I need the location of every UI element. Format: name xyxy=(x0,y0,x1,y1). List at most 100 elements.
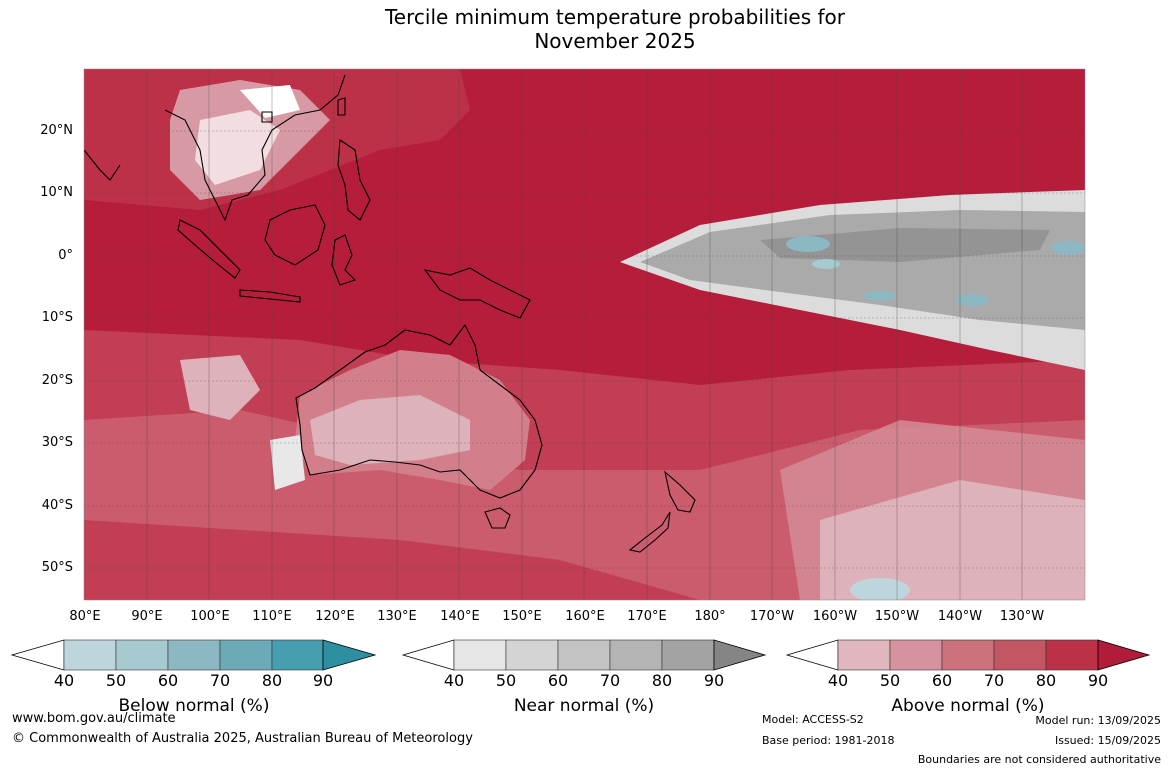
colorbar-tick: 60 xyxy=(931,671,953,690)
lon-label: 90°E xyxy=(131,609,163,624)
below-normal-spot-6 xyxy=(850,578,910,600)
lon-label: 140°W xyxy=(937,609,983,624)
new-zealand-north-coastline xyxy=(664,470,696,513)
lon-label: 160°W xyxy=(812,609,858,624)
australia-interior-light xyxy=(310,395,470,465)
colorbar-tick: 90 xyxy=(312,671,334,690)
lat-label: 0° xyxy=(58,248,73,263)
colorbar-label-above-normal: Above normal (%) xyxy=(891,696,1045,716)
colorbar-tick: 80 xyxy=(651,671,673,690)
borneo-coastline xyxy=(264,204,326,266)
map-frame xyxy=(83,68,1086,601)
colorbar-below-segment xyxy=(219,639,273,671)
colorbar-tick: 50 xyxy=(879,671,901,690)
map-title: Tercile minimum temperature probabilitie… xyxy=(0,5,1173,53)
colorbar-tick: 70 xyxy=(599,671,621,690)
colorbar-label-below-normal: Below normal (%) xyxy=(118,696,270,716)
colorbar-tick: 70 xyxy=(983,671,1005,690)
lon-label: 170°W xyxy=(749,609,795,624)
colorbar-near-segment xyxy=(661,639,715,671)
indian-ocean-patch-2 xyxy=(270,435,305,490)
colorbar-above-segment xyxy=(889,639,943,671)
lat-label: 20°S xyxy=(41,373,73,388)
colorbar-tick: 90 xyxy=(703,671,725,690)
base-period-text: Base period: 1981-2018 xyxy=(762,734,895,747)
colorbar-above-over-triangle xyxy=(1097,639,1151,671)
colorbar-above-normal xyxy=(785,639,1151,671)
india-coastline xyxy=(84,149,121,181)
lon-label: 130°W xyxy=(999,609,1045,624)
colorbar-tick: 40 xyxy=(443,671,465,690)
map-title-line-1: Tercile minimum temperature probabilitie… xyxy=(384,5,846,29)
map-title-line-2: November 2025 xyxy=(534,29,696,53)
colorbar-tick: 60 xyxy=(547,671,569,690)
copyright-text: © Commonwealth of Australia 2025, Austra… xyxy=(12,731,473,746)
java-coastline xyxy=(239,289,301,303)
se-asia-white xyxy=(240,85,300,118)
lon-label: 100°E xyxy=(190,609,230,624)
below-normal-spot-2 xyxy=(812,259,840,269)
colorbar-near-segment xyxy=(453,639,507,671)
model-run-text: Model run: 13/09/2025 xyxy=(1035,714,1161,727)
model-text: Model: ACCESS-S2 xyxy=(762,713,864,726)
lat-label: 10°N xyxy=(40,185,73,200)
colorbar-tick: 80 xyxy=(1035,671,1057,690)
hainan-coastline xyxy=(261,111,273,123)
colorbar-above-segment xyxy=(1045,639,1099,671)
colorbar-below-segment xyxy=(115,639,169,671)
lat-label: 10°S xyxy=(41,310,73,325)
colorbar-tick: 80 xyxy=(261,671,283,690)
colorbar-tick: 50 xyxy=(495,671,517,690)
near-normal-tongue-dark xyxy=(760,228,1050,262)
indochina-coastline xyxy=(164,74,346,222)
lon-label: 150°W xyxy=(874,609,920,624)
coastlines xyxy=(84,74,696,553)
below-normal-spot-1 xyxy=(786,236,830,252)
colorbar-tick: 90 xyxy=(1087,671,1109,690)
website-link[interactable]: www.bom.gov.au/climate xyxy=(12,711,176,726)
taiwan-coastline xyxy=(337,97,346,116)
lat-label: 40°S xyxy=(41,498,73,513)
issued-text: Issued: 15/09/2025 xyxy=(1054,734,1161,747)
lat-label: 20°N xyxy=(40,123,73,138)
below-normal-spot-4 xyxy=(956,294,988,306)
colorbar-tick: 50 xyxy=(105,671,127,690)
colorbar-tick: 40 xyxy=(53,671,75,690)
lon-label: 140°E xyxy=(440,609,480,624)
lon-label: 110°E xyxy=(252,609,292,624)
colorbar-tick: 60 xyxy=(157,671,179,690)
disclaimer-text: Boundaries are not considered authoritat… xyxy=(917,753,1161,766)
colorbar-below-segment xyxy=(63,639,117,671)
colorbar-above-segment xyxy=(941,639,995,671)
colorbar-near-under-triangle xyxy=(401,639,455,671)
colorbar-tick: 70 xyxy=(209,671,231,690)
new-zealand-south-coastline xyxy=(628,511,671,553)
colorbar-above-segment xyxy=(993,639,1047,671)
colorbar-near-segment xyxy=(557,639,611,671)
lon-label: 80°E xyxy=(69,609,101,624)
below-normal-spot-3 xyxy=(864,291,896,301)
colorbar-label-near-normal: Near normal (%) xyxy=(513,696,655,716)
lon-label: 150°E xyxy=(502,609,542,624)
colorbar-below-segment xyxy=(167,639,221,671)
colorbar-below-under-triangle xyxy=(10,639,65,671)
tasmania-coastline xyxy=(484,507,511,529)
colorbar-below-segment xyxy=(271,639,324,671)
map-gridlines xyxy=(84,69,1085,600)
lat-label: 50°S xyxy=(41,560,73,575)
indian-ocean-patch xyxy=(180,355,260,420)
lon-label: 160°E xyxy=(565,609,605,624)
above-normal-lightest-se xyxy=(820,480,1085,600)
lon-label: 130°E xyxy=(377,609,417,624)
colorbar-near-normal xyxy=(401,639,767,671)
philippines-coastline xyxy=(337,139,371,221)
sulawesi-coastline xyxy=(331,234,357,286)
se-asia-patch-light xyxy=(195,110,280,185)
colorbar-near-over-triangle xyxy=(713,639,767,671)
australia-coastline xyxy=(295,323,543,499)
colorbar-above-segment xyxy=(837,639,891,671)
colorbar-below-over-triangle xyxy=(322,639,377,671)
colorbar-near-segment xyxy=(609,639,663,671)
lon-label: 170°E xyxy=(627,609,667,624)
